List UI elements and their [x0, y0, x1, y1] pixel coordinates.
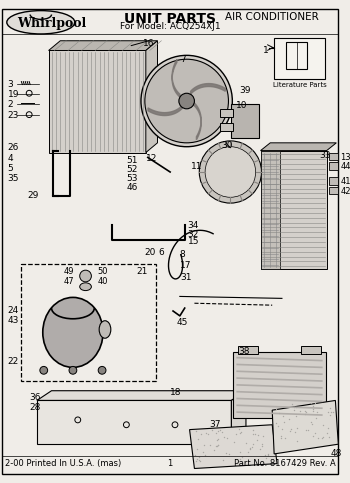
Bar	[329, 177, 338, 185]
Text: 34: 34	[188, 221, 199, 229]
Circle shape	[199, 141, 261, 203]
Bar	[220, 123, 233, 131]
Bar	[233, 352, 326, 418]
Text: UNIT PARTS: UNIT PARTS	[124, 12, 216, 26]
Ellipse shape	[43, 298, 103, 368]
Text: 51: 51	[126, 156, 138, 166]
Text: 11: 11	[190, 162, 202, 171]
Polygon shape	[190, 84, 225, 94]
Text: 21: 21	[136, 267, 147, 276]
Text: 13: 13	[340, 153, 350, 161]
Bar	[301, 346, 321, 354]
Bar	[329, 153, 338, 160]
Bar	[260, 151, 280, 269]
Text: 44: 44	[340, 162, 350, 171]
Circle shape	[40, 367, 48, 374]
Bar	[329, 162, 338, 170]
Polygon shape	[172, 59, 180, 97]
Text: 2-00 Printed In U.S.A. (mas): 2-00 Printed In U.S.A. (mas)	[5, 459, 121, 468]
Circle shape	[179, 93, 195, 109]
Text: 19: 19	[8, 90, 19, 99]
Text: 52: 52	[126, 165, 138, 174]
Text: 50: 50	[97, 267, 108, 276]
Text: 29: 29	[27, 191, 38, 200]
Circle shape	[205, 147, 256, 197]
Text: 38: 38	[238, 347, 250, 356]
Bar	[220, 109, 233, 116]
Text: 1: 1	[168, 459, 173, 468]
Circle shape	[145, 59, 229, 143]
Text: 30: 30	[222, 141, 233, 150]
Text: 7: 7	[180, 56, 186, 64]
Text: 53: 53	[126, 174, 138, 183]
Text: 18: 18	[170, 388, 182, 397]
Text: 24: 24	[8, 306, 19, 315]
Text: 48: 48	[330, 449, 342, 458]
Text: 5: 5	[8, 164, 14, 173]
Text: Literature Parts: Literature Parts	[273, 82, 326, 87]
Bar	[274, 38, 325, 79]
Text: 31: 31	[180, 273, 191, 282]
Text: 20: 20	[144, 248, 155, 257]
Bar	[238, 346, 258, 354]
Text: For Model: ACQ254XJ1: For Model: ACQ254XJ1	[120, 22, 220, 31]
Circle shape	[141, 56, 232, 147]
Polygon shape	[49, 41, 158, 51]
Polygon shape	[194, 102, 201, 140]
Polygon shape	[146, 41, 158, 153]
Circle shape	[80, 270, 91, 282]
Polygon shape	[37, 391, 246, 400]
Text: 8: 8	[180, 250, 186, 259]
Text: 15: 15	[188, 237, 199, 246]
Ellipse shape	[99, 321, 111, 338]
Text: 22: 22	[8, 357, 19, 366]
Bar	[21, 264, 155, 381]
Text: 42: 42	[340, 186, 350, 196]
Text: 45: 45	[177, 318, 188, 327]
Text: 2: 2	[8, 100, 13, 109]
Text: 28: 28	[29, 403, 41, 412]
Text: 32: 32	[188, 230, 199, 239]
Circle shape	[98, 367, 106, 374]
Text: 10: 10	[236, 101, 248, 110]
Text: Whirlpool: Whirlpool	[18, 17, 87, 30]
Text: Part No. 8167429 Rev. A: Part No. 8167429 Rev. A	[234, 459, 335, 468]
Text: 35: 35	[8, 174, 19, 183]
Bar	[49, 51, 146, 153]
Polygon shape	[231, 391, 246, 444]
Text: AIR CONDITIONER: AIR CONDITIONER	[225, 12, 319, 22]
Text: 43: 43	[8, 316, 19, 325]
Ellipse shape	[7, 11, 75, 34]
Text: 37: 37	[209, 420, 220, 429]
Text: 36: 36	[29, 393, 41, 402]
Polygon shape	[272, 400, 338, 454]
Text: 49: 49	[63, 267, 74, 276]
Text: 23: 23	[8, 111, 19, 120]
Polygon shape	[190, 425, 277, 469]
Polygon shape	[37, 400, 231, 444]
Text: 39: 39	[239, 86, 251, 96]
Text: 17: 17	[180, 261, 191, 270]
Ellipse shape	[80, 283, 91, 291]
Text: 47: 47	[63, 277, 74, 286]
Text: 1: 1	[262, 45, 268, 55]
Text: 26: 26	[8, 143, 19, 152]
Text: 4: 4	[8, 155, 13, 163]
Bar	[231, 104, 259, 138]
Text: 41: 41	[340, 177, 350, 186]
Bar	[260, 151, 327, 269]
Text: 40: 40	[97, 277, 108, 286]
Text: 46: 46	[126, 183, 138, 192]
Text: 3: 3	[8, 80, 14, 89]
Text: 12: 12	[146, 155, 157, 163]
Polygon shape	[148, 105, 183, 115]
Circle shape	[69, 367, 77, 374]
Bar	[329, 186, 338, 194]
Text: 6: 6	[159, 248, 164, 257]
Bar	[286, 42, 307, 69]
Text: 33: 33	[319, 151, 330, 159]
Text: 16: 16	[143, 39, 154, 48]
Polygon shape	[260, 143, 336, 151]
